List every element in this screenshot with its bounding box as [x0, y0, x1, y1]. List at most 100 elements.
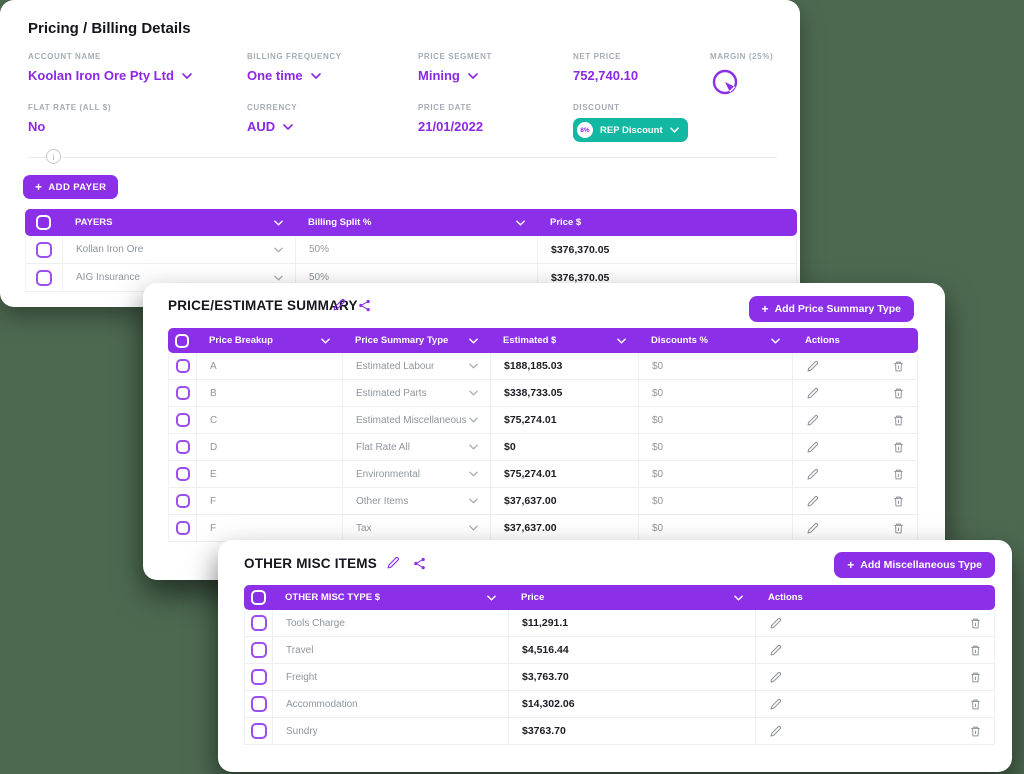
payer-name-select[interactable]: AIG Insurance: [63, 264, 296, 291]
edit-icon[interactable]: [806, 414, 819, 427]
edit-icon[interactable]: [332, 298, 346, 312]
misc-type-value: Accommodation: [273, 691, 509, 717]
delete-icon[interactable]: [969, 617, 982, 630]
billing-split-column-header[interactable]: Billing Split %: [295, 209, 537, 236]
price-date-value: 21/01/2022: [418, 119, 484, 134]
edit-icon[interactable]: [769, 671, 782, 684]
edit-icon[interactable]: [806, 495, 819, 508]
estimated-value: $37,637.00: [491, 488, 639, 514]
select-all-checkbox[interactable]: [250, 590, 266, 605]
add-price-summary-type-button[interactable]: + Add Price Summary Type: [748, 296, 914, 322]
edit-icon[interactable]: [806, 387, 819, 400]
summary-row: D Flat Rate All $0 $0: [169, 434, 917, 461]
chevron-down-icon: [274, 219, 283, 226]
summary-row: F Tax $37,637.00 $0: [169, 515, 917, 542]
price-summary-type-column-header[interactable]: Price Summary Type: [342, 328, 490, 353]
add-miscellaneous-type-button[interactable]: + Add Miscellaneous Type: [834, 552, 995, 578]
currency-select[interactable]: AUD: [247, 119, 297, 134]
delete-icon[interactable]: [892, 360, 905, 373]
price-summary-type-select[interactable]: Estimated Parts: [343, 380, 491, 406]
row-checkbox[interactable]: [250, 696, 267, 712]
chevron-down-icon: [469, 417, 478, 423]
select-all-checkbox[interactable]: [36, 215, 51, 230]
price-summary-type-select[interactable]: Other Items: [343, 488, 491, 514]
row-checkbox[interactable]: [175, 521, 190, 535]
add-payer-button[interactable]: + ADD PAYER: [23, 175, 119, 199]
misc-table: OTHER MISC TYPE $ Price Actions Tools Ch…: [244, 585, 995, 745]
payers-table: PAYERS Billing Split % Price $ Kollan Ir…: [25, 209, 797, 292]
row-checkbox[interactable]: [175, 440, 190, 454]
price-summary-type-select[interactable]: Flat Rate All: [343, 434, 491, 460]
row-checkbox[interactable]: [175, 494, 190, 508]
price-breakup-column-header[interactable]: Price Breakup: [196, 328, 342, 353]
row-checkbox[interactable]: [36, 241, 52, 258]
misc-type-value: Sundry: [273, 718, 509, 744]
row-checkbox[interactable]: [250, 642, 267, 658]
discount-chip[interactable]: 8% REP Discount: [573, 118, 688, 142]
row-checkbox[interactable]: [250, 723, 267, 739]
price-summary-type-select[interactable]: Estimated Labour: [343, 353, 491, 379]
delete-icon[interactable]: [969, 698, 982, 711]
chevron-down-icon: [283, 123, 293, 130]
estimated-column-header[interactable]: Estimated $: [490, 328, 638, 353]
price-summary-type-select[interactable]: Environmental: [343, 461, 491, 487]
price-segment-label: PRICE SEGMENT: [418, 52, 493, 61]
delete-icon[interactable]: [892, 414, 905, 427]
edit-icon[interactable]: [806, 522, 819, 535]
edit-icon[interactable]: [769, 644, 782, 657]
misc-row: Tools Charge $11,291.1: [245, 610, 994, 637]
plus-icon: +: [847, 558, 855, 572]
misc-type-value: Tools Charge: [273, 610, 509, 636]
row-checkbox[interactable]: [175, 413, 190, 427]
price-segment-select[interactable]: Mining: [418, 68, 492, 83]
price-summary-type-select[interactable]: Tax: [343, 515, 491, 541]
payer-name-select[interactable]: Kollan Iron Ore: [63, 236, 296, 263]
delete-icon[interactable]: [892, 441, 905, 454]
margin-pie-icon[interactable]: [710, 67, 773, 102]
row-checkbox[interactable]: [175, 467, 190, 481]
price-date-field: PRICE DATE 21/01/2022: [418, 103, 483, 134]
edit-icon[interactable]: [806, 441, 819, 454]
misc-row: Sundry $3763.70: [245, 718, 994, 745]
delete-icon[interactable]: [892, 495, 905, 508]
misc-type-column-header[interactable]: OTHER MISC TYPE $: [272, 585, 508, 610]
chevron-down-icon: [734, 594, 743, 601]
discounts-column-header[interactable]: Discounts %: [638, 328, 792, 353]
row-checkbox[interactable]: [175, 359, 190, 373]
misc-table-header: OTHER MISC TYPE $ Price Actions: [244, 585, 995, 610]
row-checkbox[interactable]: [250, 669, 267, 685]
price-breakup-value: A: [197, 353, 343, 379]
edit-icon[interactable]: [806, 360, 819, 373]
chevron-down-icon: [617, 337, 626, 344]
price-segment-field: PRICE SEGMENT Mining: [418, 52, 492, 83]
chevron-down-icon: [469, 498, 478, 504]
delete-icon[interactable]: [969, 671, 982, 684]
chevron-down-icon: [469, 363, 478, 369]
select-all-checkbox[interactable]: [175, 333, 189, 348]
share-icon[interactable]: [413, 557, 426, 570]
estimated-value: $188,185.03: [491, 353, 639, 379]
price-column-header[interactable]: Price $: [550, 217, 582, 228]
row-checkbox[interactable]: [250, 615, 267, 631]
share-icon[interactable]: [358, 299, 371, 312]
plus-icon: +: [35, 180, 43, 194]
delete-icon[interactable]: [892, 522, 905, 535]
delete-icon[interactable]: [969, 644, 982, 657]
delete-icon[interactable]: [969, 725, 982, 738]
edit-icon[interactable]: [769, 617, 782, 630]
edit-icon[interactable]: [769, 725, 782, 738]
delete-icon[interactable]: [892, 468, 905, 481]
info-icon[interactable]: i: [46, 149, 61, 164]
price-summary-type-select[interactable]: Estimated Miscellaneous: [343, 407, 491, 433]
row-checkbox[interactable]: [36, 269, 52, 286]
delete-icon[interactable]: [892, 387, 905, 400]
account-name-select[interactable]: Koolan Iron Ore Pty Ltd: [28, 68, 192, 83]
payers-column-header[interactable]: PAYERS: [62, 209, 295, 236]
chevron-down-icon: [182, 72, 192, 79]
row-checkbox[interactable]: [175, 386, 190, 400]
edit-icon[interactable]: [806, 468, 819, 481]
edit-icon[interactable]: [386, 556, 400, 570]
price-column-header[interactable]: Price: [508, 585, 755, 610]
billing-frequency-select[interactable]: One time: [247, 68, 342, 83]
edit-icon[interactable]: [769, 698, 782, 711]
